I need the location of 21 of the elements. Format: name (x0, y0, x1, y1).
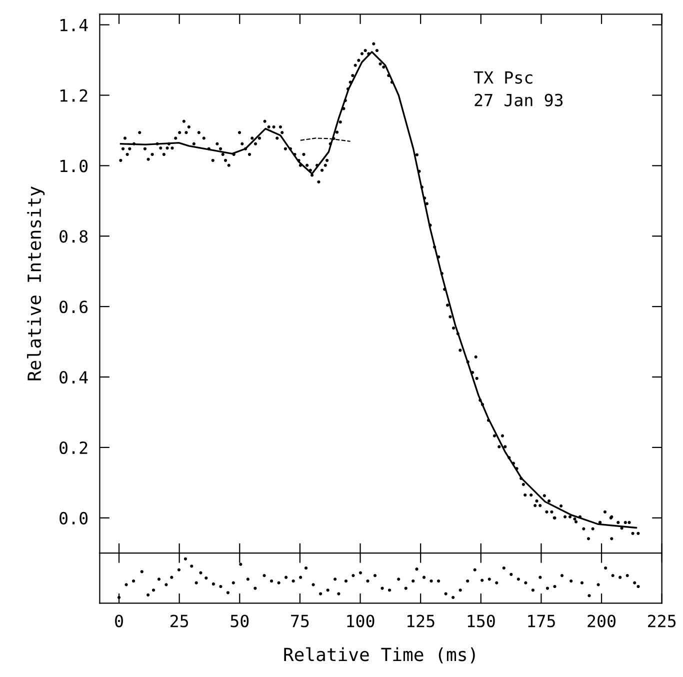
x-tick-label: 50 (230, 614, 249, 628)
x-axis-title: Relative Time (ms) (284, 647, 475, 664)
y-tick-label: 0.2 (60, 441, 88, 454)
y-tick-label: 0.4 (60, 371, 88, 384)
x-tick-label: 75 (291, 614, 309, 628)
y-axis-title: Relative Intensity (27, 186, 45, 380)
x-tick-label: 0 (115, 614, 123, 628)
y-tick-label: 0.0 (60, 512, 88, 524)
y-tick-label: 1.4 (60, 19, 88, 32)
x-tick-label: 25 (170, 614, 188, 628)
x-tick-label: 150 (468, 614, 495, 628)
y-tick-label: 0.6 (60, 300, 88, 314)
x-tick-label: 225 (648, 614, 676, 628)
x-tick-label: 200 (588, 614, 616, 628)
y-tick-label: 0.8 (60, 230, 88, 243)
x-tick-label: 175 (528, 614, 555, 628)
x-tick-label: 100 (347, 614, 374, 628)
y-tick-label: 1.2 (60, 89, 88, 102)
x-tick-label: 125 (408, 614, 434, 628)
annotation: TX Psc 27 Jan 93 (474, 71, 563, 106)
y-tick-label: 1.0 (60, 160, 88, 172)
